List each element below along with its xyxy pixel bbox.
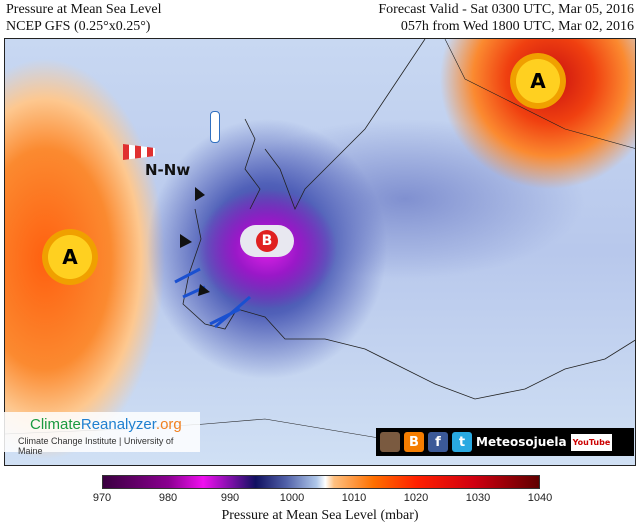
social-bar: B f t Meteosojuela YouTube bbox=[376, 428, 634, 456]
colorbar-tick: 990 bbox=[220, 492, 240, 504]
forecast-run: 057h from Wed 1800 UTC, Mar 02, 2016 bbox=[400, 19, 634, 34]
model-name: NCEP GFS (0.25°x0.25°) bbox=[6, 19, 151, 34]
wind-direction-label: N-Nw bbox=[145, 161, 191, 179]
colorbar-tick: 1010 bbox=[341, 492, 367, 504]
cold-front bbox=[174, 267, 251, 329]
colorbar-tick: 1000 bbox=[279, 492, 305, 504]
low-pressure-storm-icon: B bbox=[240, 225, 294, 257]
high-label: A bbox=[62, 245, 78, 269]
colorbar-title: Pressure at Mean Sea Level (mbar) bbox=[221, 508, 419, 523]
pressure-map: A A B N-Nw bbox=[4, 38, 636, 466]
colorbar-tick: 1020 bbox=[403, 492, 429, 504]
map-title: Pressure at Mean Sea Level bbox=[6, 2, 162, 17]
high-pressure-icon: A bbox=[42, 229, 98, 285]
logo-climate: Climate bbox=[30, 416, 81, 433]
colorbar-tick: 980 bbox=[158, 492, 178, 504]
logo-reanalyzer: Reanalyzer bbox=[80, 416, 156, 433]
facebook-icon[interactable]: f bbox=[428, 432, 448, 452]
colorbar bbox=[102, 475, 540, 489]
high-label: A bbox=[530, 69, 546, 93]
thermometer-icon bbox=[210, 111, 220, 143]
colorbar-tick: 1040 bbox=[527, 492, 553, 504]
meteosojuela-label: Meteosojuela bbox=[476, 435, 567, 449]
climate-reanalyzer-logo[interactable]: ClimateReanalyzer.org Climate Change Ins… bbox=[4, 412, 200, 456]
colorbar-tick: 970 bbox=[92, 492, 112, 504]
blogger-icon[interactable]: B bbox=[404, 432, 424, 452]
high-pressure-icon: A bbox=[510, 53, 566, 109]
logo-org: .org bbox=[155, 416, 182, 433]
twitter-icon[interactable]: t bbox=[452, 432, 472, 452]
windsock-icon bbox=[123, 144, 155, 160]
logo-institution: Climate Change Institute | University of… bbox=[18, 436, 174, 456]
youtube-icon[interactable]: YouTube bbox=[570, 433, 613, 451]
instagram-icon[interactable] bbox=[380, 432, 400, 452]
low-label: B bbox=[256, 230, 278, 252]
colorbar-tick: 1030 bbox=[465, 492, 491, 504]
forecast-valid: Forecast Valid - Sat 0300 UTC, Mar 05, 2… bbox=[378, 2, 634, 17]
